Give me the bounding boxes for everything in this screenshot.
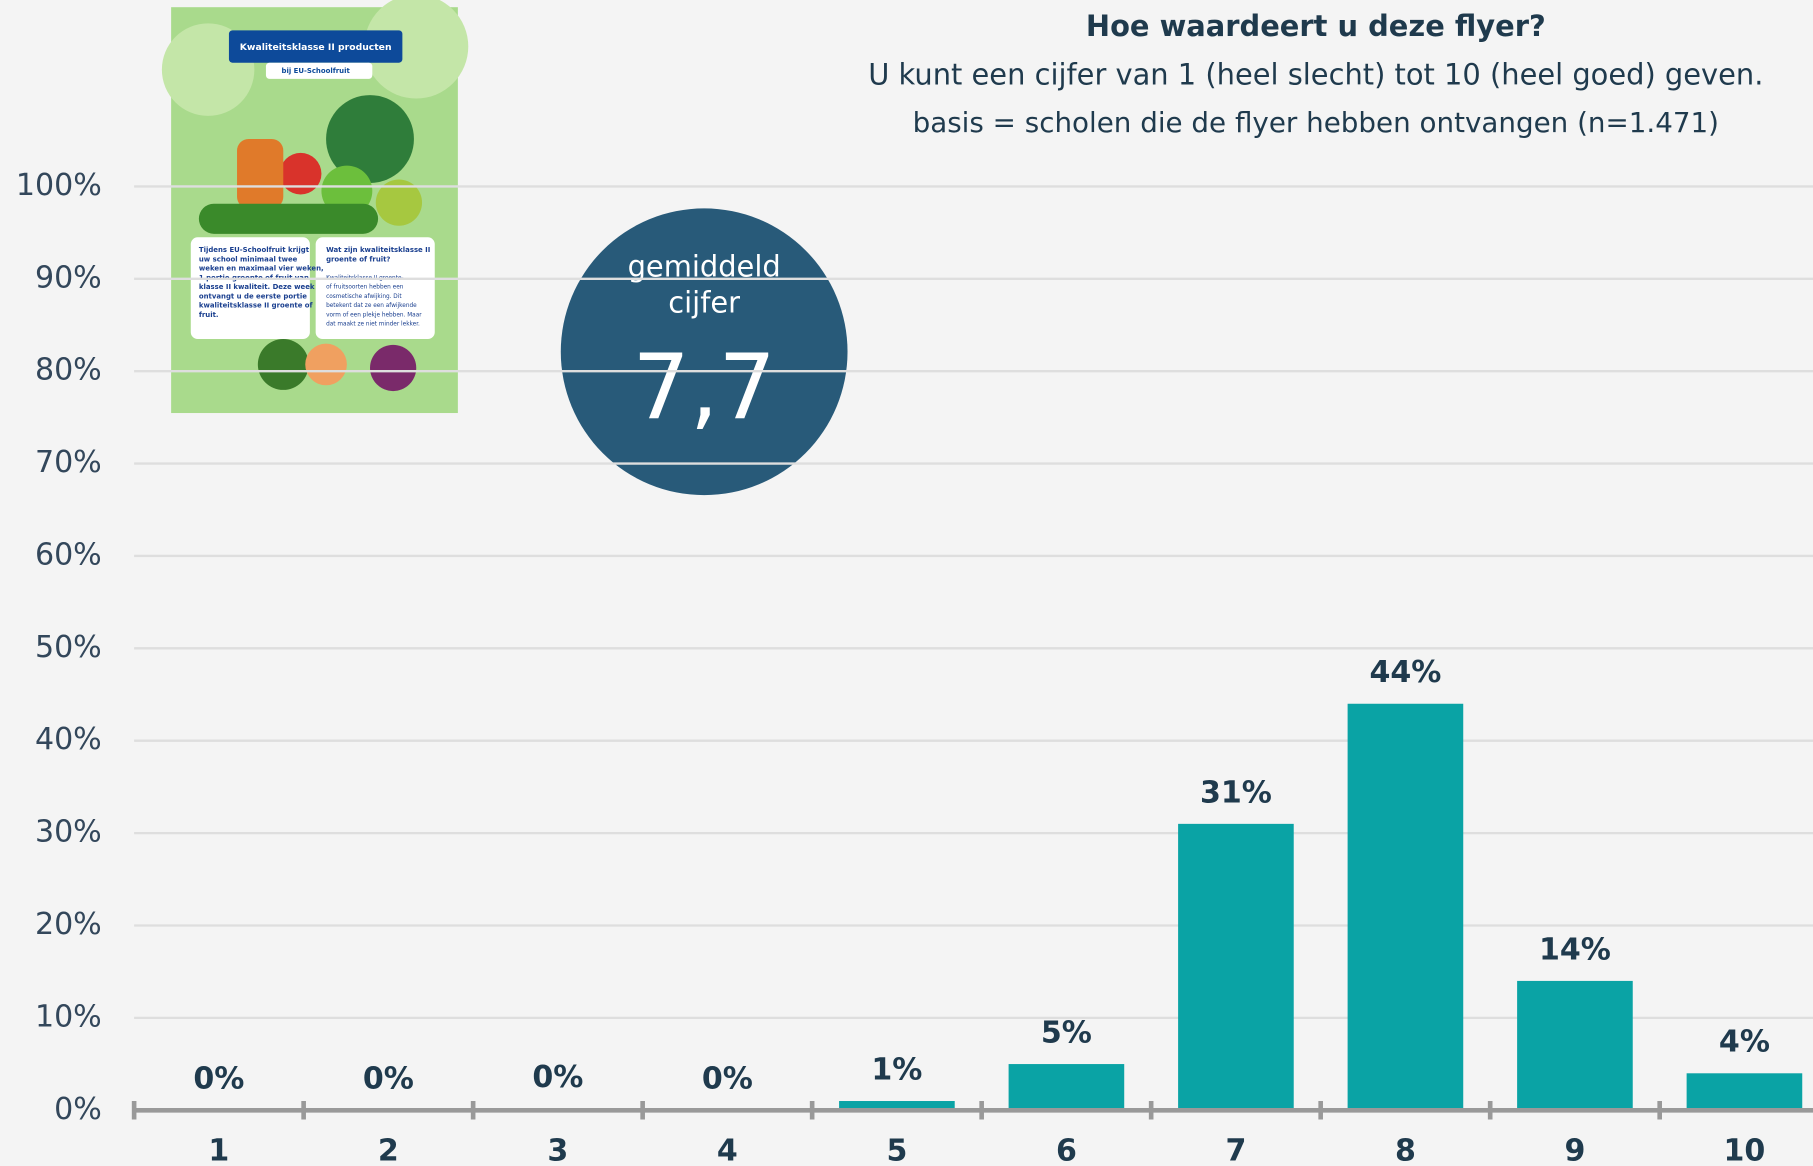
y-tick-label: 30% — [35, 815, 102, 850]
flyer: Kwaliteitsklasse II producten bij EU-Sch… — [162, 0, 468, 413]
value-label: 1% — [871, 1052, 922, 1087]
y-tick-label: 100% — [16, 168, 102, 203]
flyer-text: cosmetische afwijking. Dit — [326, 294, 402, 300]
chart-subtitle: U kunt een cijfer van 1 (heel slecht) to… — [868, 58, 1763, 92]
flyer-text: dat maakt ze niet minder lekker. — [326, 322, 420, 328]
value-label: 31% — [1200, 775, 1272, 810]
flyer-text: Tijdens EU-Schoolfruit krijgt — [199, 246, 310, 254]
x-tick-label: 6 — [1056, 1133, 1077, 1166]
flyer-text: betekent dat ze een afwijkende — [326, 303, 417, 309]
flyer-text: vorm of een plekje hebben. Maar — [326, 312, 422, 318]
flyer-text: uw school minimaal twee — [199, 255, 298, 263]
bar — [1009, 1064, 1125, 1110]
flyer-grapes — [370, 345, 416, 391]
y-tick-label: 80% — [35, 353, 102, 388]
badge-label: cijfer — [668, 285, 740, 319]
y-tick-label: 60% — [35, 537, 102, 572]
flyer-melon-slice — [305, 344, 347, 386]
bar — [1178, 824, 1294, 1110]
flyer-text: fruit. — [199, 311, 219, 319]
value-label: 0% — [702, 1062, 753, 1097]
x-tick-label: 9 — [1564, 1133, 1585, 1166]
value-label: 0% — [363, 1062, 414, 1097]
y-tick-label: 50% — [35, 630, 102, 665]
x-tick-label: 2 — [378, 1133, 399, 1166]
y-tick-label: 70% — [35, 445, 102, 480]
x-tick-label: 3 — [547, 1133, 568, 1166]
flyer-heading: Wat zijn kwaliteitsklasse II — [326, 246, 430, 254]
flyer-carrots — [237, 139, 283, 208]
y-tick-label: 10% — [35, 999, 102, 1034]
badge-value: 7,7 — [632, 335, 775, 440]
flyer-leaves — [258, 339, 309, 390]
value-label: 44% — [1369, 655, 1441, 690]
flyer-text: of fruitsoorten hebben een — [326, 285, 404, 291]
bar — [1517, 981, 1633, 1110]
value-label: 0% — [532, 1060, 583, 1095]
x-tick-label: 8 — [1395, 1133, 1416, 1166]
y-tick-label: 0% — [54, 1092, 102, 1127]
flyer-pepper — [280, 153, 322, 195]
flyer-text: weken en maximaal vier weken, — [199, 265, 324, 273]
x-tick-label: 4 — [717, 1133, 738, 1166]
value-label: 5% — [1041, 1015, 1092, 1050]
flyer-text: ontvangt u de eerste portie — [199, 292, 307, 300]
value-label: 0% — [193, 1062, 244, 1097]
y-tick-label: 20% — [35, 907, 102, 942]
flyer-title: Kwaliteitsklasse II producten — [240, 42, 392, 53]
flyer-subtitle: bij EU-Schoolfruit — [282, 67, 351, 75]
flyer-text: klasse II kwaliteit. Deze week — [199, 283, 315, 291]
value-label: 4% — [1719, 1025, 1770, 1060]
value-label: 14% — [1539, 932, 1611, 967]
bar — [1348, 704, 1464, 1110]
x-tick-label: 5 — [886, 1133, 907, 1166]
flyer-cucumber — [199, 204, 378, 234]
x-tick-label: 10 — [1724, 1133, 1766, 1166]
y-tick-label: 40% — [35, 722, 102, 757]
flyer-text: kwaliteitsklasse II groente of — [199, 302, 314, 310]
chart: Hoe waardeert u deze flyer? U kunt een c… — [0, 0, 1813, 1166]
chart-title: Hoe waardeert u deze flyer? — [1086, 9, 1546, 43]
chart-note: basis = scholen die de flyer hebben ontv… — [913, 106, 1719, 139]
flyer-heading: groente of fruit? — [326, 255, 390, 263]
x-tick-label: 1 — [208, 1133, 229, 1166]
x-tick-label: 7 — [1225, 1133, 1246, 1166]
y-tick-label: 90% — [35, 260, 102, 295]
bar — [1687, 1073, 1803, 1110]
